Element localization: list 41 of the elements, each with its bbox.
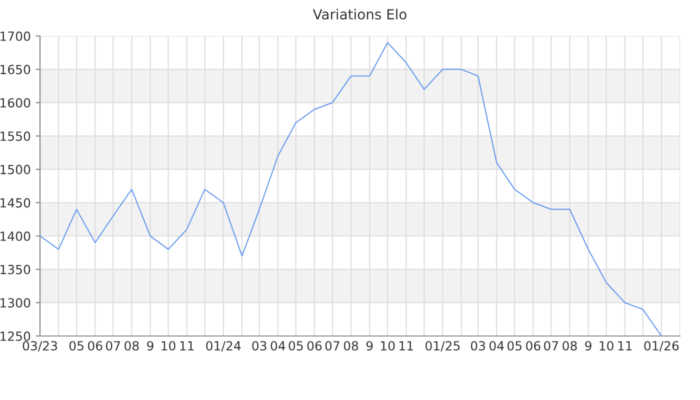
x-tick-label: 05 <box>288 341 303 351</box>
y-tick-label: 1550 <box>0 131 30 141</box>
y-tick-label: 1400 <box>0 231 30 241</box>
x-tick-label: 07 <box>544 341 558 351</box>
x-tick-label: 03/23 <box>22 341 58 352</box>
x-tick-label: 11 <box>180 341 194 350</box>
y-tick-label: 1350 <box>0 264 30 274</box>
y-tick-label: 1700 <box>0 31 30 41</box>
x-tick-label: 11 <box>400 341 413 350</box>
chart-title: Variations Elo <box>312 8 406 20</box>
x-tick-label: 9 <box>147 341 154 351</box>
line-series <box>40 42 662 336</box>
x-tick-label: 9 <box>366 341 373 351</box>
x-tick-label: 06 <box>307 341 322 351</box>
x-tick-label: 05 <box>507 341 522 351</box>
x-tick-label: 05 <box>69 341 84 351</box>
x-tick-label: 08 <box>562 341 577 351</box>
x-tick-label: 08 <box>124 341 139 351</box>
x-tick-label: 01/24 <box>206 341 241 352</box>
y-tick-label: 1650 <box>0 64 30 74</box>
x-tick-label: 10 <box>600 341 614 351</box>
y-tick-label: 1300 <box>0 298 30 308</box>
x-tick-label: 9 <box>585 341 592 351</box>
x-tick-label: 04 <box>270 341 286 351</box>
x-tick-label: 07 <box>325 341 340 351</box>
x-tick-label: 01/25 <box>426 341 460 352</box>
x-tick-label: 03 <box>470 341 486 351</box>
x-tick-label: 04 <box>490 341 504 351</box>
y-tick-label: 1450 <box>0 198 30 208</box>
x-tick-label: 08 <box>344 341 358 351</box>
x-tick-label: 06 <box>526 341 540 351</box>
x-tick-label: 06 <box>88 341 102 351</box>
y-tick-label: 1600 <box>0 98 30 108</box>
y-tick-label: 1250 <box>0 331 30 341</box>
x-tick-label: 01/26 <box>644 341 679 352</box>
x-tick-label: 10 <box>380 341 395 351</box>
x-tick-label: 11 <box>618 341 632 350</box>
x-tick-label: 10 <box>162 341 176 351</box>
y-tick-label: 1500 <box>0 164 30 174</box>
x-tick-label: 07 <box>106 341 120 351</box>
x-tick-label: 03 <box>252 341 266 351</box>
